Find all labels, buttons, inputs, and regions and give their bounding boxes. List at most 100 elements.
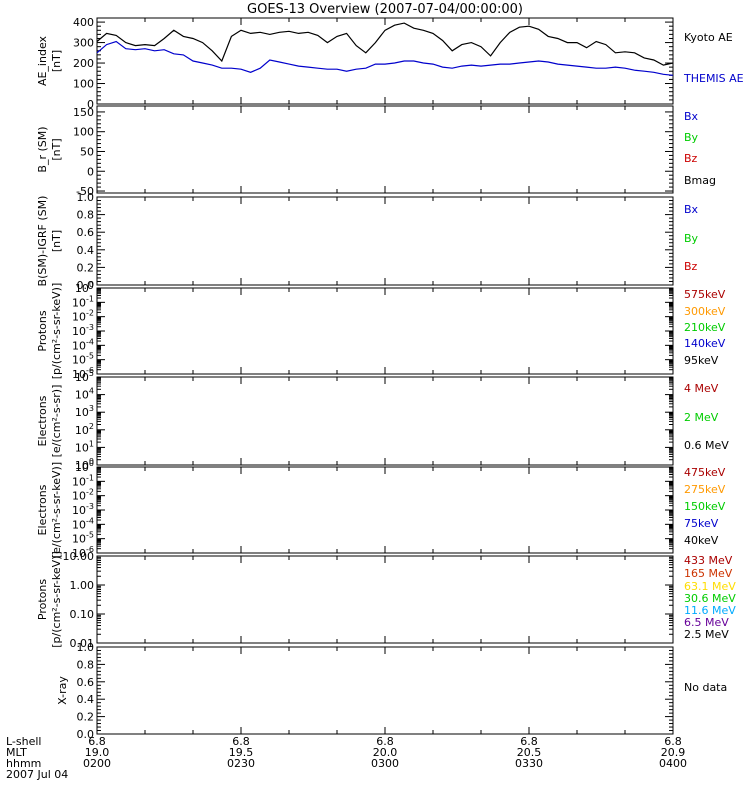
x-tick-mlt: 20.5 <box>517 746 542 759</box>
x-row-label: MLT <box>6 746 27 759</box>
y-tick-label: 100 <box>75 280 94 295</box>
legend-entry: No data <box>684 681 727 694</box>
y-tick-label: 1.0 <box>77 191 95 204</box>
legend-entry: THEMIS AE <box>683 72 744 85</box>
legend-entry: 150keV <box>684 500 726 513</box>
x-tick-hhmm: 0200 <box>83 757 111 770</box>
panel-3: 0.0 0.2 0.4 0.6 0.8 1.0 B(SM)-IGRF (SM) [nT] Bx B… <box>36 191 699 292</box>
legend-entry: Bx <box>684 203 699 216</box>
x-tick-mlt: 19.5 <box>229 746 254 759</box>
x-tick-lshell: 6.8 <box>232 735 250 748</box>
y-tick-label: 10.00 <box>63 550 95 563</box>
x-tick-lshell: 6.8 <box>520 735 538 748</box>
x-tick-hhmm: 0400 <box>659 757 687 770</box>
y-tick-label: 103 <box>75 404 94 419</box>
y-tick-label: 105 <box>75 369 94 384</box>
y-tick-label: 102 <box>75 422 94 437</box>
x-tick-lshell: 6.8 <box>88 735 106 748</box>
y-tick-label: 10-1 <box>72 294 94 309</box>
y-axis-label: [p/(cm²-s-sr-keV)] <box>50 283 63 380</box>
panel-8: 0.0 0.2 0.4 0.6 0.8 1.0 X-ray No data <box>56 641 727 741</box>
y-tick-label: 1.00 <box>70 579 95 592</box>
x-tick-mlt: 19.0 <box>85 746 110 759</box>
legend-entry: 75keV <box>684 517 719 530</box>
y-tick-label: 10-4 <box>72 516 94 531</box>
y-tick-label: 10-1 <box>72 473 94 488</box>
y-axis-label: X-ray <box>56 676 69 705</box>
y-tick-label: -50 <box>76 185 94 198</box>
x-row-label: L-shell <box>6 735 42 748</box>
y-tick-label: 10-4 <box>72 337 94 352</box>
panel-frame <box>96 376 674 466</box>
panel-frame <box>96 196 674 286</box>
y-tick-label: 10-5 <box>72 531 94 546</box>
panel-frame <box>96 555 674 644</box>
legend-entry: 433 MeV <box>684 554 733 567</box>
legend-entry: 6.5 MeV <box>684 616 729 629</box>
legend-entry: 275keV <box>684 483 726 496</box>
legend-entry: 575keV <box>684 288 726 301</box>
y-tick-label: 0.0 <box>77 728 95 741</box>
y-axis-label: [e/(cm²-s-sr)] <box>50 385 63 458</box>
y-tick-label: 0 <box>87 98 94 111</box>
legend-entry: 2 MeV <box>684 411 719 424</box>
legend-entry: Bz <box>684 152 698 165</box>
y-axis-label: Electrons <box>36 395 49 446</box>
panel-5: 100 101 102 103 104 105 Electrons [e/(cm²-s-sr)… <box>36 369 729 472</box>
y-tick-label: 0.10 <box>70 608 95 621</box>
legend-entry: 63.1 MeV <box>684 580 736 593</box>
y-tick-label: 0.6 <box>77 226 95 239</box>
series-line <box>96 40 674 76</box>
x-tick-hhmm: 0300 <box>371 757 399 770</box>
y-tick-label: 0.2 <box>77 711 95 724</box>
y-tick-label: 10-6 <box>72 366 94 381</box>
y-tick-label: 100 <box>73 126 94 139</box>
y-axis-label: B_r (SM) <box>36 126 49 172</box>
panel-7: 0.01 0.10 1.00 10.00 Protons [p/(cm²-s-sr-keV… <box>36 550 736 650</box>
y-axis-label: Protons <box>36 310 49 351</box>
x-row-label: 2007 Jul 04 <box>6 768 68 781</box>
y-axis-label: [e/(cm²-s-sr-keV)] <box>50 462 63 558</box>
x-tick-mlt: 20.0 <box>373 746 398 759</box>
y-tick-label: 0.4 <box>77 244 95 257</box>
panel-frame <box>96 646 674 735</box>
panel-frame <box>96 105 674 194</box>
y-tick-label: 10-2 <box>72 309 94 324</box>
legend-entry: 11.6 MeV <box>684 604 736 617</box>
y-axis-label: [nT] <box>50 50 63 72</box>
series-line <box>96 22 674 66</box>
y-tick-label: 300 <box>73 37 94 50</box>
y-tick-label: 0.6 <box>77 676 95 689</box>
legend-entry: By <box>684 131 699 144</box>
panel-frame <box>96 466 674 554</box>
y-tick-label: 1.0 <box>77 641 95 654</box>
panel-2: -50 0 50 100 150 B_r (SM) [nT] Bx By Bz Bmag <box>36 105 716 198</box>
y-axis-label: [p/(cm²-s-sr-keV)] <box>50 551 63 648</box>
y-tick-label: 400 <box>73 16 94 29</box>
y-tick-label: 0.2 <box>77 261 95 274</box>
legend-entry: Bmag <box>684 174 716 187</box>
legend-entry: 95keV <box>684 354 719 367</box>
y-tick-label: 200 <box>73 57 94 70</box>
y-tick-label: 100 <box>75 457 94 472</box>
y-tick-label: 10-3 <box>72 502 94 517</box>
legend-entry: 4 MeV <box>684 382 719 395</box>
y-axis-label: [nT] <box>50 230 63 252</box>
legend-entry: Bz <box>684 260 698 273</box>
x-tick-hhmm: 0230 <box>227 757 255 770</box>
panel-frame <box>96 287 674 375</box>
x-tick-hhmm: 0330 <box>515 757 543 770</box>
y-tick-label: 10-3 <box>72 323 94 338</box>
panel-1: 0 100 200 300 400 AE_index [nT] Kyoto AE THEMIS … <box>36 16 744 111</box>
legend-entry: Bx <box>684 110 699 123</box>
x-row-label: hhmm <box>6 757 41 770</box>
y-tick-label: 150 <box>73 106 94 119</box>
legend-entry: 140keV <box>684 337 726 350</box>
legend-entry: 2.5 MeV <box>684 628 729 641</box>
y-tick-label: 50 <box>80 145 94 158</box>
y-tick-label: 100 <box>73 78 94 91</box>
